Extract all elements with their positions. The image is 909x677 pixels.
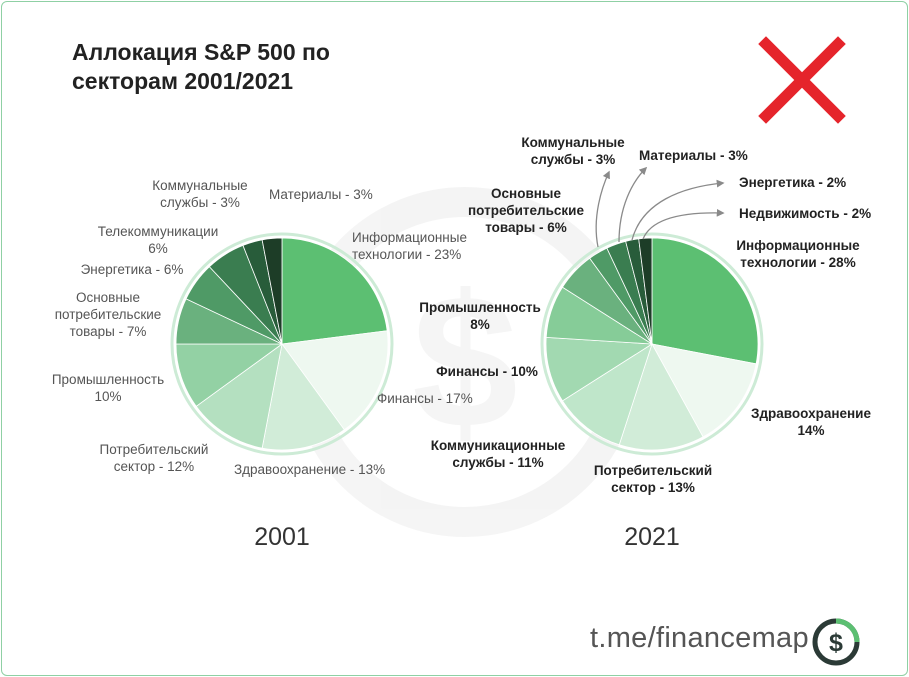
pie-slice-здравоохранение-13 [261,343,345,451]
pie-slice-потребительский-сектор-12 [195,343,283,449]
leader-line [618,166,648,243]
pie-slice-потребительский-сектор-13 [618,342,704,451]
slice-label-промышленность-8: Промышленность 8% [419,300,541,332]
year-label: 2021 [624,523,680,551]
pie-chart-2021: 2021 [540,166,764,551]
pie-slice-материалы-3 [261,237,283,345]
red-cross-icon [758,36,846,124]
footer-link[interactable]: t.me/financemap [590,622,809,654]
slice-label-телекоммуникации-6: Телекоммуникации 6% [98,224,219,256]
page-title: Аллокация S&P 500 по секторам 2001/2021 [72,39,330,94]
slice-label-материалы-3: Материалы - 3% [269,187,373,202]
slice-label-информационные-технологии-28: Информационные технологии - 28% [736,238,860,270]
slice-label-недвижимость-2: Недвижимость - 2% [739,206,871,221]
pie-slice-коммуникационные-службы-11 [561,343,653,446]
pie-slice-здравоохранение-14 [651,343,757,438]
pie-slice-финансы-17 [281,330,389,431]
slice-label-коммуникационные-службы-11: Коммуникационные службы - 11% [431,438,566,470]
slice-labels: Информационные технологии - 23% Финансы - … [52,135,872,495]
slice-label-финансы-10: Финансы - 10% [436,364,538,379]
slice-label-коммунальные-службы-3: Коммунальные службы - 3% [521,135,625,167]
slice-label-финансы-17: Финансы - 17% [377,391,473,406]
pie-outer-ring [540,232,764,456]
slice-label-здравоохранение-14: Здравоохранение 14% [751,406,871,438]
pie-slice-информационные-технологии-28 [651,237,759,365]
slice-label-основные-потребительские-товары-6: Основные потребительские товары - 6% [468,186,584,235]
slice-label-здравоохранение-13: Здравоохранение - 13% [234,462,385,477]
slice-label-энергетика-6: Энергетика - 6% [81,262,184,277]
logo-symbol: $ [829,629,843,657]
dollar-logo-icon: $ [812,618,860,666]
pie-outer-ring [170,232,394,456]
slice-label-промышленность-10: Промышленность 10% [52,372,164,404]
leader-line [642,208,725,240]
year-label: 2001 [254,523,310,551]
pie-slice-недвижимость-2 [638,237,653,345]
slice-label-потребительский-сектор-13: Потребительский сектор - 13% [594,463,712,495]
slice-label-информационные-технологии-23: Информационные технологии - 23% [352,230,467,262]
slice-label-коммунальные-службы-3: Коммунальные службы - 3% [152,178,247,210]
leader-line [631,179,725,241]
slice-label-потребительский-сектор-12: Потребительский сектор - 12% [100,442,209,474]
pie-slice-информационные-технологии-23 [281,237,388,345]
svg-text:$: $ [412,256,518,468]
leader-line [595,170,610,248]
slice-label-основные-потребительские-товары-7: Основные потребительские товары - 7% [55,290,162,339]
pie-chart-2001: 2001 [170,232,394,551]
slice-label-материалы-3: Материалы - 3% [639,148,748,163]
slice-label-энергетика-2: Энергетика - 2% [739,175,846,190]
